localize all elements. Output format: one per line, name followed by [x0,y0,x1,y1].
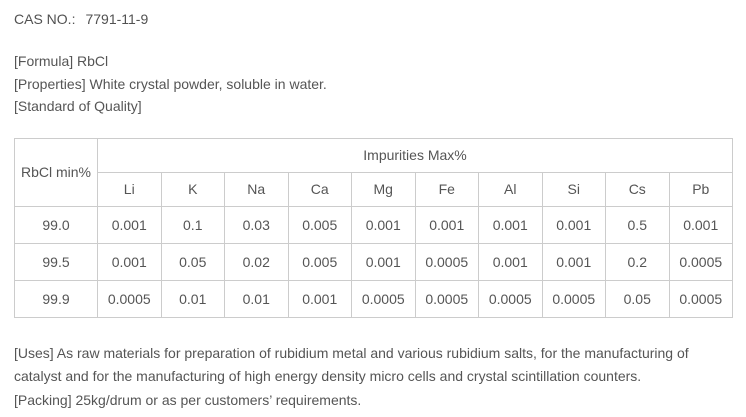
impurity-cell: 0.0005 [478,279,543,318]
impurity-cell: 0.001 [541,205,606,244]
element-header-cs: Cs [605,171,670,207]
impurity-cell: 0.1 [160,205,225,244]
uses-line: [Uses] As raw materials for preparation … [14,344,689,385]
table-row-grade-99-9: 99.9 0.0005 0.01 0.01 0.001 0.0005 0.000… [14,279,733,318]
impurity-cell: 0.03 [224,205,289,244]
product-info-block: [Formula] RbCl [Properties] White crysta… [14,50,732,118]
element-header-al: Al [478,171,543,207]
impurity-cell: 0.0005 [414,279,479,318]
impurity-cell: 0.001 [97,242,162,281]
impurity-cell: 0.01 [224,279,289,318]
impurity-cell: 0.0005 [97,279,162,318]
impurity-cell: 0.001 [287,279,352,318]
impurity-cell: 0.001 [414,205,479,244]
impurity-cell: 0.001 [541,242,606,281]
element-header-k: K [160,171,225,207]
quality-standard-table: RbCl min% Impurities Max% Li K Na Ca Mg … [14,137,733,318]
impurity-cell: 0.001 [478,242,543,281]
impurities-max-header-cell: Impurities Max% [97,137,733,173]
impurity-cell: 0.005 [287,242,352,281]
element-header-row: Li K Na Ca Mg Fe Al Si Cs Pb [15,171,733,207]
element-header-fe: Fe [414,171,479,207]
cas-number-line: CAS NO.: 7791-11-9 [14,8,732,30]
impurity-cell: 0.0005 [668,242,733,281]
impurity-cell: 0.5 [605,205,670,244]
grade-cell: 99.5 [14,242,98,281]
element-header-na: Na [224,171,289,207]
packing-line: [Packing] 25kg/drum or as per customers’… [14,391,362,408]
usage-packing-block: [Uses] As raw materials for preparation … [14,342,732,412]
impurity-cell: 0.2 [605,242,670,281]
rbcl-min-header-cell: RbCl min% [14,137,98,207]
impurity-cell: 0.001 [668,205,733,244]
grade-cell: 99.0 [14,205,98,244]
impurity-cell: 0.001 [351,242,416,281]
group-header-row: RbCl min% Impurities Max% [14,137,733,207]
impurity-cell: 0.01 [160,279,225,318]
impurity-cell: 0.0005 [668,279,733,318]
table-body: 99.0 0.001 0.1 0.03 0.005 0.001 0.001 0.… [14,205,733,318]
table-row-grade-99-0: 99.0 0.001 0.1 0.03 0.005 0.001 0.001 0.… [14,205,733,244]
element-header-li: Li [97,171,162,207]
impurity-cell: 0.02 [224,242,289,281]
element-header-pb: Pb [668,171,733,207]
element-header-si: Si [541,171,606,207]
impurity-cell: 0.001 [478,205,543,244]
element-header-ca: Ca [287,171,352,207]
impurity-cell: 0.0005 [414,242,479,281]
impurity-cell: 0.005 [287,205,352,244]
impurity-cell: 0.001 [97,205,162,244]
impurity-cell: 0.0005 [351,279,416,318]
cas-label: CAS NO.: [14,11,76,27]
table-header: RbCl min% Impurities Max% Li K Na Ca Mg … [14,137,733,207]
impurity-cell: 0.05 [160,242,225,281]
impurity-cell: 0.05 [605,279,670,318]
formula-line: [Formula] RbCl [14,53,109,69]
properties-line: [Properties] White crystal powder, solub… [14,75,327,92]
cas-value: 7791-11-9 [85,11,149,27]
grade-cell: 99.9 [14,279,98,318]
standard-of-quality-line: [Standard of Quality] [14,98,142,115]
element-header-mg: Mg [351,171,416,207]
impurity-cell: 0.001 [351,205,416,244]
table-row-grade-99-5: 99.5 0.001 0.05 0.02 0.005 0.001 0.0005 … [14,242,733,281]
impurity-cell: 0.0005 [541,279,606,318]
